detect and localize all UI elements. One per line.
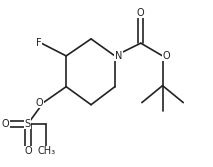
Text: O: O: [163, 51, 170, 61]
Text: CH₃: CH₃: [37, 146, 56, 156]
Text: F: F: [36, 38, 41, 48]
Text: O: O: [1, 119, 9, 129]
Text: O: O: [24, 146, 32, 156]
Text: O: O: [137, 8, 145, 18]
Text: S: S: [25, 119, 31, 129]
Text: N: N: [115, 51, 122, 61]
Text: O: O: [36, 98, 43, 108]
